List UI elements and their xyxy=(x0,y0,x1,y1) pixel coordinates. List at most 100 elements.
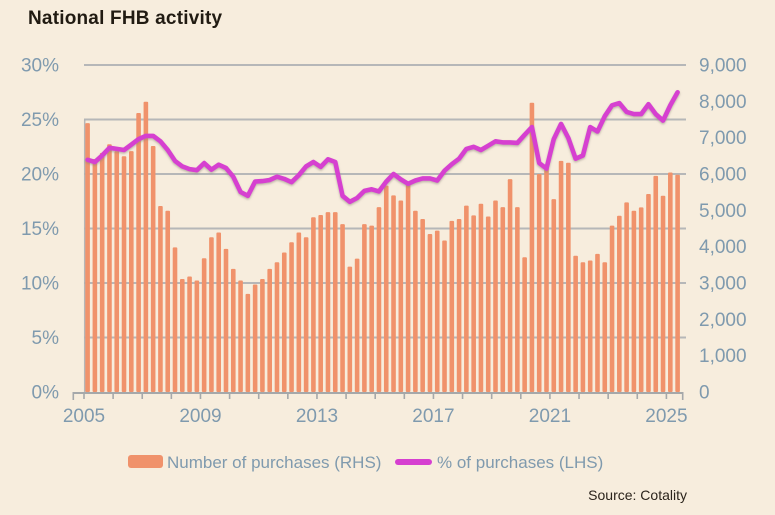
bar xyxy=(536,174,542,392)
bar xyxy=(478,203,484,392)
bar xyxy=(209,237,214,392)
bar xyxy=(624,202,629,392)
bar xyxy=(420,219,425,392)
bar xyxy=(602,262,608,392)
bar xyxy=(121,156,127,392)
bar xyxy=(471,215,476,392)
bar xyxy=(92,159,98,392)
bar xyxy=(515,207,520,392)
bar xyxy=(369,225,374,392)
legend-line-label: % of purchases (LHS) xyxy=(437,453,604,472)
x-axis-year-label: 2009 xyxy=(179,406,221,427)
bar xyxy=(631,210,637,392)
bar xyxy=(485,216,491,392)
right-axis-label: 3,000 xyxy=(699,274,747,295)
bar xyxy=(129,151,134,392)
bar xyxy=(529,102,535,392)
bar xyxy=(405,183,411,392)
bar xyxy=(413,210,418,392)
bar xyxy=(165,210,171,392)
bar xyxy=(668,172,673,392)
bar xyxy=(230,268,236,392)
bar xyxy=(267,268,272,392)
bar xyxy=(507,179,513,392)
x-axis-year-label: 2017 xyxy=(412,406,454,427)
left-axis-label: 15% xyxy=(21,219,59,240)
right-axis-label: 9,000 xyxy=(699,56,747,77)
bar xyxy=(136,112,141,393)
right-axis-label: 7,000 xyxy=(699,128,747,149)
bar xyxy=(340,224,345,392)
bar xyxy=(646,193,651,392)
left-axis-label: 10% xyxy=(21,274,59,295)
bar xyxy=(456,219,462,392)
bar xyxy=(245,293,251,392)
fhb-share-line xyxy=(85,90,680,205)
bar xyxy=(383,185,389,392)
bar xyxy=(238,280,243,392)
bar xyxy=(522,257,527,392)
bar xyxy=(427,233,433,392)
bar xyxy=(493,200,498,392)
bar xyxy=(325,212,331,392)
bar xyxy=(551,199,557,392)
right-axis-label: 1,000 xyxy=(699,346,747,367)
bar xyxy=(587,260,593,392)
source-credit: Source: Cotality xyxy=(588,487,687,503)
right-axis-label: 0 xyxy=(699,383,710,404)
bar xyxy=(354,258,360,392)
bar xyxy=(201,258,207,392)
bar xyxy=(580,262,586,392)
bar xyxy=(362,224,367,392)
bar xyxy=(216,232,222,392)
right-axis-label: 2,000 xyxy=(699,310,747,331)
bar xyxy=(252,284,258,392)
bar xyxy=(332,212,338,392)
bar xyxy=(544,167,549,392)
bar xyxy=(398,200,404,392)
bar xyxy=(595,253,600,392)
bar xyxy=(675,174,680,392)
legend-line-swatch xyxy=(395,459,432,465)
bar xyxy=(99,152,105,392)
chart-title: National FHB activity xyxy=(28,8,223,29)
bar xyxy=(311,217,316,392)
bar xyxy=(187,276,192,392)
x-axis-year-label: 2021 xyxy=(529,406,571,427)
bar xyxy=(617,215,622,392)
bar xyxy=(158,205,163,392)
right-axis-label: 5,000 xyxy=(699,201,747,222)
bar xyxy=(464,205,469,392)
bar xyxy=(558,160,564,392)
bar xyxy=(85,123,90,392)
bar xyxy=(114,151,120,392)
bar xyxy=(442,240,447,392)
bar xyxy=(434,230,440,392)
bar xyxy=(281,252,287,392)
bar xyxy=(609,225,615,392)
bar xyxy=(449,220,455,392)
left-axis-label: 30% xyxy=(21,56,59,77)
bar xyxy=(194,280,200,392)
bar xyxy=(391,195,396,392)
x-axis-year-label: 2013 xyxy=(296,406,338,427)
bar xyxy=(179,279,185,392)
x-axis-year-label: 2005 xyxy=(63,406,105,427)
bar xyxy=(573,255,578,392)
bar xyxy=(660,195,666,392)
bar xyxy=(289,242,294,392)
bar xyxy=(296,232,302,392)
legend-bar-swatch xyxy=(128,455,163,468)
right-axis-label: 4,000 xyxy=(699,237,747,258)
bar xyxy=(500,207,506,392)
bar xyxy=(318,215,323,392)
bar xyxy=(223,248,229,392)
bar xyxy=(566,162,571,392)
bar xyxy=(303,237,309,392)
bar xyxy=(653,175,659,392)
left-axis-label: 5% xyxy=(32,328,60,349)
left-axis-label: 25% xyxy=(21,110,59,131)
left-axis-label: 20% xyxy=(21,165,59,186)
x-axis-year-label: 2025 xyxy=(645,406,687,427)
